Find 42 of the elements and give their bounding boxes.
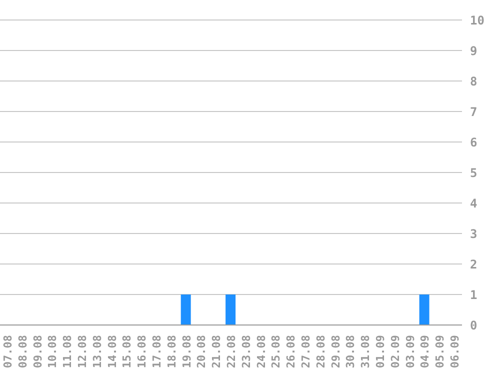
x-tick-label: 31.08 — [359, 335, 372, 368]
y-tick-label: 1 — [470, 288, 478, 302]
x-tick-label: 28.08 — [314, 335, 328, 368]
x-tick-label: 12.08 — [76, 335, 89, 368]
x-tick-label: 29.08 — [329, 335, 342, 368]
y-tick-label: 8 — [470, 74, 478, 88]
x-tick-label: 20.08 — [195, 335, 208, 368]
y-tick-label: 7 — [470, 104, 478, 119]
x-tick-label: 08.08 — [16, 335, 30, 368]
x-tick-label: 16.08 — [136, 335, 149, 368]
x-tick-label: 11.08 — [61, 335, 74, 368]
x-tick-label: 05.09 — [434, 335, 447, 368]
y-tick-label: 4 — [470, 196, 478, 210]
x-tick-label: 18.08 — [165, 335, 178, 368]
y-tick-label: 2 — [470, 257, 478, 272]
y-tick-label: 0 — [470, 318, 478, 332]
y-tick-label: 6 — [470, 135, 478, 150]
x-tick-label: 26.08 — [284, 335, 298, 368]
y-tick-label: 3 — [470, 226, 478, 241]
x-tick-label: 30.08 — [344, 335, 358, 368]
x-tick-label: 24.08 — [254, 335, 268, 368]
x-tick-label: 10.08 — [46, 335, 60, 368]
x-tick-label: 14.08 — [106, 335, 119, 368]
x-tick-label: 15.08 — [120, 335, 134, 368]
x-tick-label: 22.08 — [225, 335, 238, 368]
x-tick-label: 13.08 — [90, 335, 104, 368]
x-tick-label: 09.08 — [31, 335, 44, 368]
x-tick-label: 17.08 — [150, 335, 164, 368]
y-tick-label: 9 — [470, 44, 478, 58]
x-tick-label: 19.08 — [180, 335, 194, 368]
x-tick-label: 27.08 — [300, 335, 313, 368]
x-tick-label: 01.09 — [374, 335, 388, 368]
x-tick-label: 06.09 — [448, 335, 462, 368]
x-tick-label: 02.09 — [388, 335, 402, 368]
x-tick-label: 03.09 — [404, 335, 417, 368]
y-tick-label: 5 — [470, 166, 478, 180]
y-tick-label: 10 — [470, 13, 484, 28]
x-tick-label: 07.08 — [1, 335, 14, 368]
x-tick-label: 23.08 — [240, 335, 253, 368]
x-tick-label: 04.09 — [418, 335, 432, 368]
x-tick-label: 25.08 — [270, 335, 283, 368]
x-tick-label: 21.08 — [210, 335, 224, 368]
